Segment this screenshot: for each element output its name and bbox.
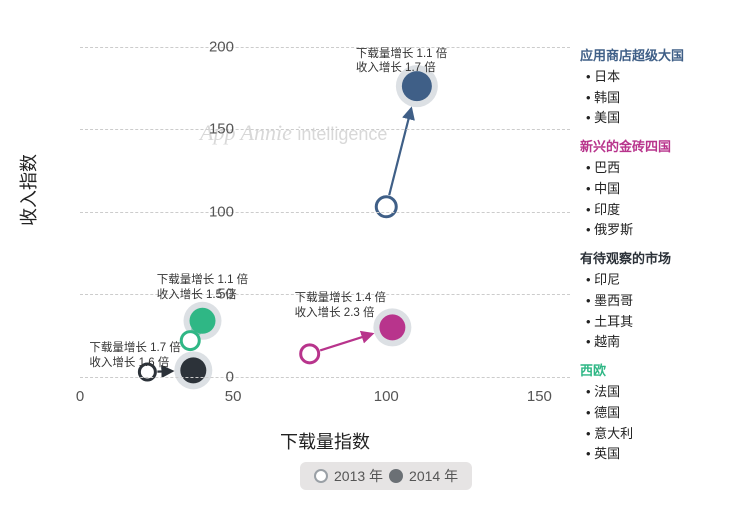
x-tick: 0 — [76, 388, 84, 405]
gridline — [80, 377, 570, 378]
side-item: 德国 — [586, 403, 720, 424]
arrow-bric — [320, 334, 372, 351]
legend: 2013 年 2014 年 — [300, 462, 472, 490]
annot-l1: 下载量增长 1.1 倍 — [157, 273, 248, 288]
legend-solid-icon — [389, 469, 403, 483]
annot-l2: 收入增长 1.7 倍 — [356, 61, 447, 76]
annot-l2: 收入增长 2.3 倍 — [295, 306, 386, 321]
annot-watch: 下载量增长 1.7 倍收入增长 1.6 倍 — [89, 341, 180, 371]
y-tick: 0 — [226, 368, 234, 385]
side-item: 韩国 — [586, 88, 720, 109]
side-group-list: 巴西中国印度俄罗斯 — [580, 158, 720, 241]
side-group-list: 印尼墨西哥土耳其越南 — [580, 270, 720, 353]
y-axis-label: 收入指数 — [15, 154, 41, 226]
y-tick: 100 — [209, 203, 234, 220]
side-group-title: 应用商店超级大国 — [580, 46, 720, 67]
point-2013-western — [181, 332, 199, 350]
y-tick: 150 — [209, 121, 234, 138]
gridline — [80, 47, 570, 48]
annot-l1: 下载量增长 1.1 倍 — [356, 47, 447, 62]
annot-bric: 下载量增长 1.4 倍收入增长 2.3 倍 — [295, 291, 386, 321]
side-item: 英国 — [586, 444, 720, 465]
point-2014-western — [190, 308, 216, 334]
side-item: 俄罗斯 — [586, 220, 720, 241]
x-axis-label: 下载量指数 — [280, 428, 370, 454]
side-group-title: 西欧 — [580, 361, 720, 382]
legend-2014-label: 2014 年 — [409, 466, 458, 486]
annot-l2: 收入增长 1.6 倍 — [89, 356, 180, 371]
point-2014-watch — [180, 357, 206, 383]
side-item: 中国 — [586, 179, 720, 200]
gridline — [80, 212, 570, 213]
x-tick: 100 — [374, 388, 399, 405]
y-tick: 50 — [217, 286, 234, 303]
gridline — [80, 129, 570, 130]
side-item: 墨西哥 — [586, 291, 720, 312]
annot-l2: 收入增长 1.5 倍 — [157, 288, 248, 303]
chart-area: App Annie intelligence 下载量增长 1.1 倍收入增长 1… — [80, 30, 570, 410]
side-group-title: 新兴的金砖四国 — [580, 137, 720, 158]
side-legend: 应用商店超级大国日本韩国美国新兴的金砖四国巴西中国印度俄罗斯有待观察的市场印尼墨… — [580, 38, 720, 465]
side-group-list: 日本韩国美国 — [580, 67, 720, 129]
point-2013-bric — [301, 345, 319, 363]
side-item: 越南 — [586, 332, 720, 353]
x-tick: 150 — [527, 388, 552, 405]
annot-superpower: 下载量增长 1.1 倍收入增长 1.7 倍 — [356, 47, 447, 77]
annot-l1: 下载量增长 1.4 倍 — [295, 291, 386, 306]
y-tick: 200 — [209, 38, 234, 55]
legend-2013-label: 2013 年 — [334, 466, 383, 486]
side-item: 土耳其 — [586, 312, 720, 333]
arrow-watch — [157, 371, 172, 372]
legend-hollow-icon — [314, 469, 328, 483]
side-item: 法国 — [586, 382, 720, 403]
annot-l1: 下载量增长 1.7 倍 — [89, 341, 180, 356]
side-item: 印尼 — [586, 270, 720, 291]
arrow-superpower — [389, 108, 411, 195]
side-item: 日本 — [586, 67, 720, 88]
annot-western: 下载量增长 1.1 倍收入增长 1.5 倍 — [157, 273, 248, 303]
side-item: 意大利 — [586, 424, 720, 445]
side-item: 巴西 — [586, 158, 720, 179]
side-group-title: 有待观察的市场 — [580, 249, 720, 270]
side-group-list: 法国德国意大利英国 — [580, 382, 720, 465]
x-tick: 50 — [225, 388, 242, 405]
side-item: 美国 — [586, 108, 720, 129]
point-2013-superpower — [376, 197, 396, 217]
side-item: 印度 — [586, 200, 720, 221]
